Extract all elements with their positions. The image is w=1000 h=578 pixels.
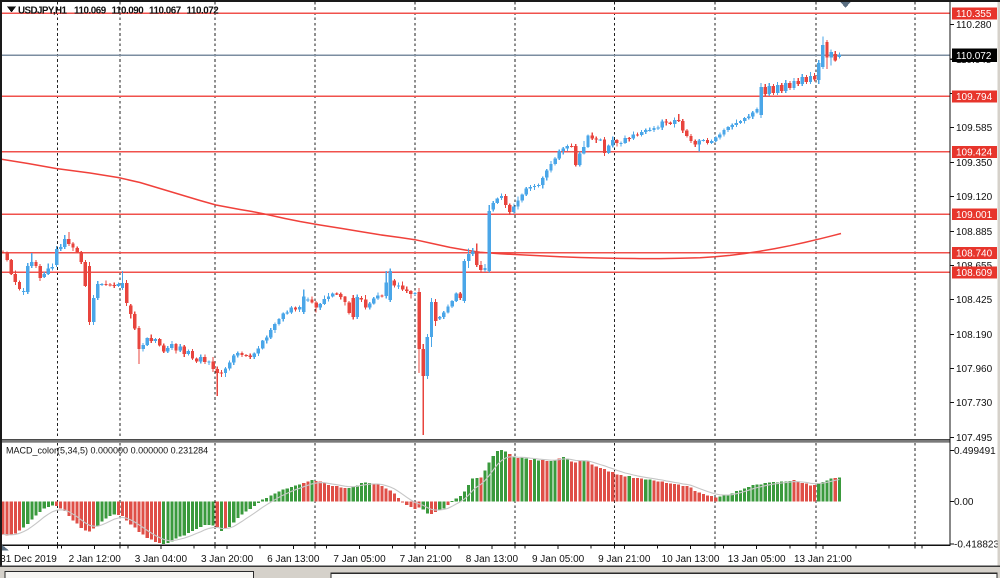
- svg-text:2 Jan 12:00: 2 Jan 12:00: [69, 554, 122, 565]
- svg-text:108.740: 108.740: [956, 249, 993, 260]
- svg-text:109.424: 109.424: [956, 148, 993, 159]
- svg-text:108.425: 108.425: [956, 295, 993, 306]
- svg-text:USDJPY,H1: USDJPY,H1: [18, 6, 68, 17]
- svg-text:110.072: 110.072: [187, 6, 220, 17]
- svg-text:110.280: 110.280: [956, 20, 992, 31]
- svg-text:107.730: 107.730: [956, 398, 993, 409]
- svg-text:109.120: 109.120: [956, 192, 993, 203]
- svg-text:110.069: 110.069: [74, 6, 107, 17]
- svg-text:3 Jan 20:00: 3 Jan 20:00: [201, 554, 254, 565]
- svg-text:108.885: 108.885: [956, 227, 993, 238]
- svg-text:13 Jan 05:00: 13 Jan 05:00: [728, 554, 786, 565]
- svg-text:31 Dec 2019: 31 Dec 2019: [0, 554, 57, 565]
- svg-text:109.350: 109.350: [956, 158, 993, 169]
- svg-text:-0.418823: -0.418823: [954, 540, 999, 551]
- svg-text:10 Jan 13:00: 10 Jan 13:00: [662, 554, 720, 565]
- svg-text:3 Jan 04:00: 3 Jan 04:00: [135, 554, 188, 565]
- svg-text:0.00: 0.00: [954, 497, 974, 508]
- svg-text:7 Jan 21:00: 7 Jan 21:00: [400, 554, 453, 565]
- svg-text:6 Jan 13:00: 6 Jan 13:00: [267, 554, 320, 565]
- svg-text:109.001: 109.001: [956, 210, 993, 221]
- svg-text:109.585: 109.585: [956, 123, 993, 134]
- svg-text:107.960: 107.960: [956, 364, 993, 375]
- svg-text:110.090: 110.090: [112, 6, 145, 17]
- svg-text:110.355: 110.355: [956, 9, 992, 20]
- svg-text:109.794: 109.794: [956, 92, 993, 103]
- svg-text:108.609: 108.609: [956, 268, 993, 279]
- svg-text:9 Jan 21:00: 9 Jan 21:00: [598, 554, 651, 565]
- svg-text:13 Jan 21:00: 13 Jan 21:00: [794, 554, 852, 565]
- svg-text:0.499491: 0.499491: [954, 446, 996, 457]
- svg-text:8 Jan 13:00: 8 Jan 13:00: [466, 554, 519, 565]
- svg-text:7 Jan 05:00: 7 Jan 05:00: [333, 554, 386, 565]
- svg-text:110.072: 110.072: [956, 51, 992, 62]
- svg-text:107.495: 107.495: [956, 433, 993, 444]
- svg-text:110.067: 110.067: [149, 6, 182, 17]
- svg-text:9 Jan 05:00: 9 Jan 05:00: [532, 554, 585, 565]
- svg-text:108.655: 108.655: [956, 261, 993, 272]
- svg-text:108.190: 108.190: [956, 330, 993, 341]
- svg-text:MACD_color(5,34,5) 0.000000 0.: MACD_color(5,34,5) 0.000000 0.000000 0.2…: [6, 446, 208, 456]
